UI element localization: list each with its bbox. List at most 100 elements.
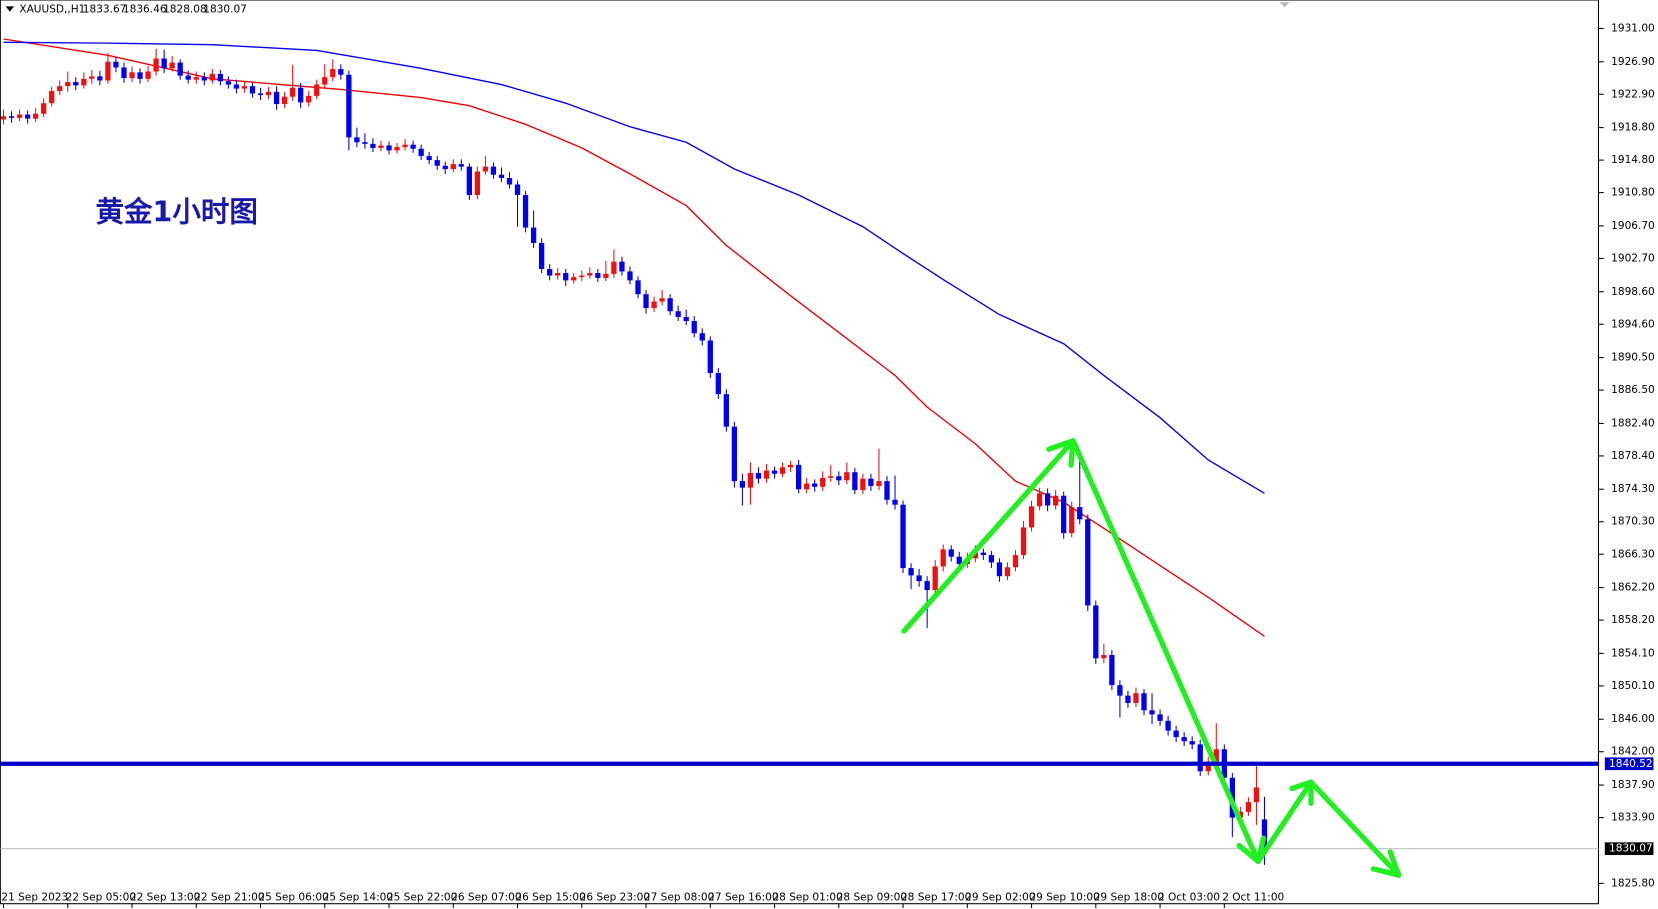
candle-body xyxy=(306,95,312,103)
y-tick-label: 1858.20 xyxy=(1611,614,1655,626)
x-tick-label: 2 Oct 03:00 xyxy=(1158,891,1220,903)
candle-body xyxy=(538,242,545,270)
candle-body xyxy=(1036,493,1043,507)
candle-body xyxy=(314,84,320,96)
candle-body xyxy=(643,294,649,309)
y-tick-label: 1906.70 xyxy=(1611,220,1655,232)
candle-body xyxy=(755,472,762,479)
candle-body xyxy=(747,472,754,488)
candle-body xyxy=(699,333,705,341)
candle-body xyxy=(1020,527,1027,556)
candle-body xyxy=(763,470,770,479)
candle-body xyxy=(739,481,746,488)
candle-body xyxy=(1189,741,1195,745)
candle-body xyxy=(16,114,23,118)
candle-body xyxy=(1213,749,1219,762)
candle-body xyxy=(273,91,280,105)
candle-body xyxy=(868,478,874,486)
candle-body xyxy=(418,148,424,157)
candle-body xyxy=(466,166,472,196)
candle-body xyxy=(97,76,103,81)
x-tick-label: 26 Sep 07:00 xyxy=(451,891,522,903)
candle-body xyxy=(1028,506,1035,528)
candle-body xyxy=(860,478,866,491)
candle-body xyxy=(105,61,111,81)
candle-body xyxy=(1165,720,1171,731)
y-tick-label: 1926.90 xyxy=(1611,56,1655,68)
candle-body xyxy=(225,81,232,85)
candle-body xyxy=(723,394,729,427)
y-tick-label: 1842.00 xyxy=(1611,746,1655,758)
x-tick-label: 28 Sep 17:00 xyxy=(901,891,972,903)
candle-body xyxy=(900,504,906,569)
candle-body xyxy=(458,164,464,167)
y-tick-label: 1922.90 xyxy=(1611,88,1655,100)
candle-body xyxy=(1004,567,1011,577)
header-ohlc: 1830.07 xyxy=(203,4,247,16)
candle-body xyxy=(32,113,39,119)
candle-body xyxy=(579,275,585,278)
y-tick-label: 1866.30 xyxy=(1611,548,1655,560)
x-tick-label: 27 Sep 16:00 xyxy=(708,891,779,903)
candle-body xyxy=(386,145,392,151)
candle-body xyxy=(996,562,1003,577)
candle-body xyxy=(185,75,191,80)
y-tick-label: 1833.90 xyxy=(1611,812,1655,824)
candle-body xyxy=(161,58,167,69)
candle-body xyxy=(201,77,207,81)
x-tick-label: 22 Sep 05:00 xyxy=(66,891,137,903)
candle-body xyxy=(233,84,240,89)
candle-body xyxy=(522,195,529,228)
header-ohlc: 1833.67 xyxy=(83,4,127,16)
candle-body xyxy=(635,280,641,295)
candle-body xyxy=(217,73,223,82)
candle-body xyxy=(1125,695,1131,703)
candle-body xyxy=(804,483,810,490)
last-price-label: 1830.07 xyxy=(1609,843,1653,855)
x-tick-label: 28 Sep 01:00 xyxy=(772,891,843,903)
candle-body xyxy=(129,72,135,79)
candle-body xyxy=(611,261,617,274)
candle-body xyxy=(506,177,513,185)
candle-body xyxy=(1061,495,1067,534)
candle-body xyxy=(1101,655,1107,659)
candle-body xyxy=(474,171,481,196)
candle-body xyxy=(1197,744,1203,772)
candle-body xyxy=(1109,655,1115,686)
y-tick-label: 1931.00 xyxy=(1611,22,1655,34)
candle-body xyxy=(0,116,7,120)
candle-body xyxy=(1012,555,1019,568)
candle-body xyxy=(1261,819,1268,849)
candle-body xyxy=(193,77,199,80)
candle-body xyxy=(482,166,489,172)
candle-body xyxy=(771,470,778,474)
candle-body xyxy=(426,156,432,161)
level-box xyxy=(1604,757,1654,771)
candle-body xyxy=(514,184,521,196)
candle-body xyxy=(249,86,256,94)
y-tick-label: 1910.80 xyxy=(1611,187,1655,199)
y-tick-label: 1878.40 xyxy=(1611,450,1655,462)
candle-body xyxy=(884,481,890,500)
candle-body xyxy=(892,499,898,505)
candle-body xyxy=(442,165,448,170)
candle-body xyxy=(988,555,995,563)
moving-average xyxy=(3,41,1265,494)
candle-body xyxy=(1157,714,1163,721)
candle-body xyxy=(820,477,826,487)
candle-body xyxy=(779,467,786,474)
candle-body xyxy=(940,549,946,567)
level-label: 1840.52 xyxy=(1609,758,1653,770)
y-tick-label: 1894.60 xyxy=(1611,318,1655,330)
arrow-head xyxy=(1289,779,1314,806)
candle-body xyxy=(1053,495,1059,506)
candle-body xyxy=(715,373,721,395)
y-tick-label: 1870.30 xyxy=(1611,516,1655,528)
candle-body xyxy=(338,69,344,75)
candle-body xyxy=(619,261,625,272)
x-tick-label: 22 Sep 13:00 xyxy=(130,891,201,903)
x-tick-label: 27 Sep 08:00 xyxy=(644,891,715,903)
plot-area xyxy=(0,0,1600,905)
candle-body xyxy=(563,273,569,281)
